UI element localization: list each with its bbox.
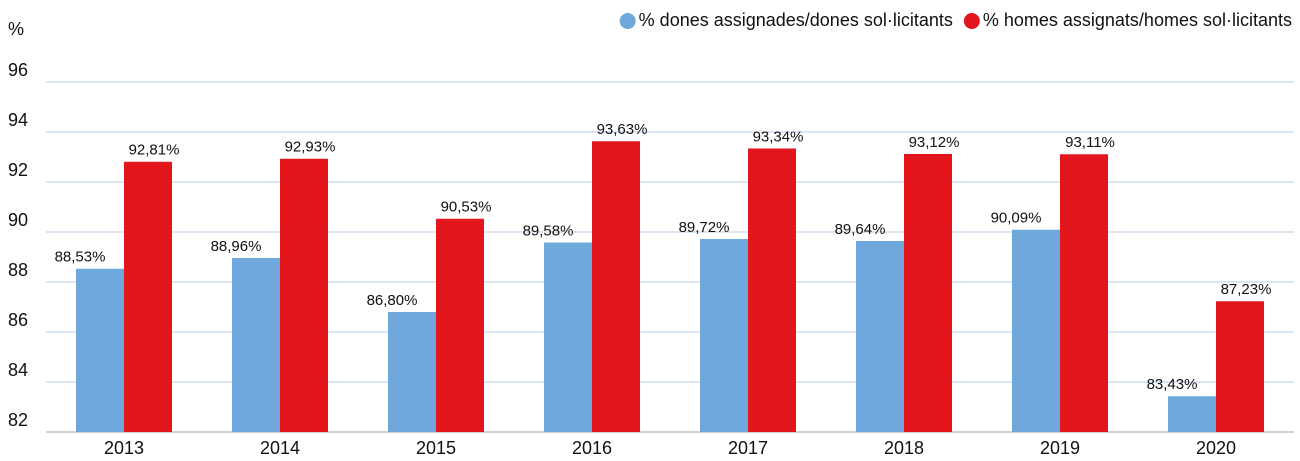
value-label: 93,34% [753,128,804,145]
x-tick-label: 2014 [260,438,300,458]
bar [1060,154,1108,432]
x-tick-label: 2016 [572,438,612,458]
y-tick-label: 84 [8,360,28,380]
bar [748,148,796,432]
bar [700,239,748,432]
bar [124,161,172,432]
x-tick-label: 2020 [1196,438,1236,458]
value-label: 92,93% [285,139,336,156]
y-tick-label: 92 [8,160,28,180]
legend-label: % dones assignades/dones sol·licitants [639,10,953,30]
bar [1168,396,1216,432]
x-tick-label: 2015 [416,438,456,458]
value-label: 87,23% [1221,281,1272,298]
y-tick-label: 90 [8,210,28,230]
value-label: 92,81% [129,142,180,159]
value-label: 90,53% [441,199,492,216]
x-tick-label: 2017 [728,438,768,458]
legend-swatch [619,13,636,29]
bar [1216,301,1264,432]
bar [232,258,280,432]
bar [856,241,904,432]
value-label: 89,58% [523,222,574,239]
value-label: 90,09% [991,210,1042,227]
x-tick-label: 2019 [1040,438,1080,458]
y-tick-label: 82 [8,410,28,430]
bar [280,158,328,432]
x-tick-label: 2013 [104,438,144,458]
bar [592,141,640,432]
y-tick-label: 96 [8,60,28,80]
value-label: 93,11% [1065,134,1115,151]
bar [388,312,436,432]
bar [436,218,484,432]
bar [76,268,124,432]
value-label: 93,12% [909,134,960,151]
y-tick-label: 94 [8,110,28,130]
bar [544,242,592,432]
legend-label: % homes assignats/homes sol·licitants [983,10,1292,30]
x-tick-label: 2018 [884,438,924,458]
value-label: 89,72% [679,219,730,236]
y-axis-label: % [8,19,24,39]
value-label: 83,43% [1147,376,1198,393]
bar [1012,229,1060,432]
legend-swatch [963,13,980,29]
value-label: 88,96% [211,238,262,255]
y-tick-label: 88 [8,260,28,280]
value-label: 86,80% [367,292,418,309]
value-label: 93,63% [597,121,648,138]
value-label: 88,53% [55,249,106,266]
value-label: 89,64% [835,221,886,238]
y-tick-label: 86 [8,310,28,330]
bar [904,154,952,432]
